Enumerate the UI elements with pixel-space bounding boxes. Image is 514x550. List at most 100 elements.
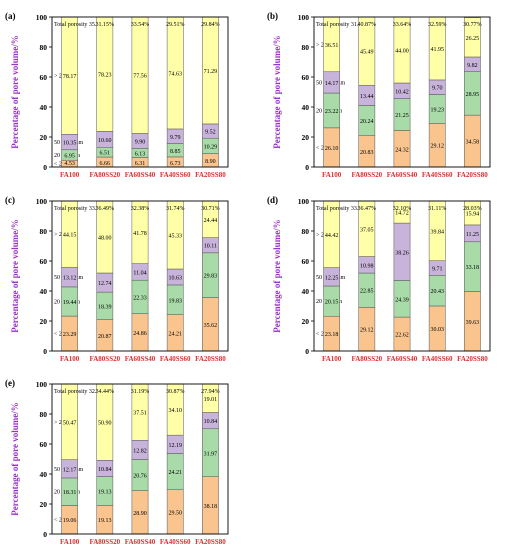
x-tick-label: FA60SS40 — [387, 171, 418, 179]
y-tick-label: 20 — [40, 500, 48, 509]
x-tick-label: FA60SS40 — [125, 355, 156, 363]
data-label: 10.60 — [98, 138, 112, 144]
plot-frame — [51, 200, 229, 352]
data-label: 20.87 — [98, 334, 112, 340]
x-tick-label: FA20SS80 — [195, 538, 226, 546]
data-label: 22.85 — [360, 289, 374, 295]
data-label: 11.25 — [466, 232, 479, 238]
data-label: 44.15 — [63, 233, 77, 239]
data-label: 28.95 — [466, 92, 480, 98]
data-label: 10.84 — [204, 419, 218, 425]
total-porosity-label: Total porosity 33.29% — [54, 206, 107, 212]
data-label: 19.13 — [98, 489, 112, 495]
total-porosity-label: Total porosity 33.24% — [316, 206, 369, 212]
data-label: 11.04 — [133, 270, 146, 276]
data-label: 35.62 — [204, 323, 218, 329]
x-tick-label: FA40SS60 — [160, 538, 191, 546]
total-porosity-label: 34.44% — [96, 389, 115, 395]
x-tick-label: FA20SS80 — [457, 355, 488, 363]
data-label: 10.29 — [204, 144, 218, 150]
data-label: 41.78 — [133, 231, 147, 237]
total-porosity-label: 36.49% — [96, 206, 115, 212]
total-porosity-label: 31.15% — [96, 22, 115, 28]
panel-label: (a) — [5, 11, 16, 21]
data-label: 36.51 — [325, 43, 339, 49]
y-tick-label: 100 — [298, 197, 310, 206]
total-porosity-label: 32.10% — [393, 206, 412, 212]
data-label: 12.17 — [63, 467, 77, 473]
data-label: 6.95 — [64, 153, 75, 159]
y-tick-label: 0 — [43, 347, 47, 356]
x-tick-label: FA80SS20 — [351, 171, 382, 179]
data-label: 78.23 — [98, 73, 112, 79]
x-tick-label: FA100 — [322, 171, 342, 179]
x-tick-label: FA40SS60 — [422, 355, 453, 363]
x-tick-label: FA100 — [60, 538, 80, 546]
data-label: 44.42 — [325, 233, 339, 239]
data-label: 15.94 — [466, 211, 480, 217]
y-tick-label: 80 — [40, 227, 48, 236]
data-label: 23.29 — [63, 332, 77, 338]
data-label: 29.50 — [168, 510, 182, 516]
y-tick-label: 80 — [302, 227, 310, 236]
x-tick-label: FA20SS80 — [195, 355, 226, 363]
y-axis-label: Percentage of pore volume/% — [10, 35, 20, 148]
total-porosity-label: 30.71% — [201, 206, 220, 212]
data-label: 13.12 — [63, 276, 77, 282]
data-label: 10.35 — [63, 141, 77, 147]
y-tick-label: 80 — [302, 43, 310, 52]
x-tick-label: FA20SS80 — [195, 171, 226, 179]
data-label: 24.39 — [395, 297, 409, 303]
x-tick-label: FA100 — [322, 355, 342, 363]
data-label: 31.97 — [204, 451, 218, 457]
total-porosity-label: Total porosity 31.52% — [316, 22, 369, 28]
data-label: 18.31 — [63, 490, 77, 496]
y-tick-label: 100 — [36, 380, 48, 389]
data-label: 10.63 — [168, 275, 182, 281]
y-tick-label: 40 — [40, 470, 48, 479]
x-tick-label: FA100 — [60, 171, 80, 179]
data-label: 9.79 — [170, 135, 181, 141]
data-label: 38.26 — [395, 250, 409, 256]
data-label: 37.51 — [133, 411, 147, 417]
data-label: 12.19 — [168, 443, 182, 449]
y-tick-label: 60 — [302, 73, 310, 82]
data-label: 9.71 — [432, 267, 443, 273]
data-label: 77.56 — [133, 74, 147, 80]
data-label: 6.31 — [135, 161, 146, 167]
data-label: 6.73 — [170, 161, 181, 167]
y-tick-label: 40 — [302, 103, 310, 112]
data-label: 33.18 — [466, 265, 480, 271]
data-label: 26.10 — [325, 146, 339, 152]
total-porosity-label: 32.38% — [131, 206, 150, 212]
data-label: 21.25 — [395, 113, 409, 119]
panel-label: (e) — [5, 378, 15, 388]
data-label: 13.44 — [360, 94, 374, 100]
data-label: 23.18 — [325, 332, 339, 338]
y-tick-label: 60 — [302, 257, 310, 266]
chart-panel-d: (d) Percentage of pore volume/% 0 20 40 60 80 1… — [267, 195, 491, 363]
y-axis-label: Percentage of pore volume/% — [272, 219, 282, 332]
data-label: 38.18 — [204, 504, 218, 510]
y-axis-label: Percentage of pore volume/% — [10, 219, 20, 332]
data-label: 39.84 — [430, 229, 444, 235]
data-label: 44.00 — [395, 49, 409, 55]
data-label: 12.25 — [325, 275, 339, 281]
y-axis-label: Percentage of pore volume/% — [10, 402, 20, 515]
data-label: 50.47 — [63, 420, 77, 426]
total-porosity-label: Total porosity 32.72% — [54, 389, 107, 395]
data-label: 8.90 — [205, 159, 216, 165]
y-tick-label: 0 — [305, 347, 309, 356]
y-tick-label: 40 — [302, 287, 310, 296]
y-tick-label: 60 — [40, 257, 48, 266]
data-label: 22.33 — [133, 295, 147, 301]
data-label: 20.43 — [430, 289, 444, 295]
data-label: 4.53 — [64, 161, 75, 167]
plot-frame — [51, 16, 229, 168]
panel-label: (c) — [5, 195, 15, 205]
data-label: 41.95 — [430, 47, 444, 53]
x-tick-label: FA80SS20 — [351, 355, 382, 363]
plot-frame — [313, 200, 491, 352]
data-label: 34.10 — [168, 408, 182, 414]
